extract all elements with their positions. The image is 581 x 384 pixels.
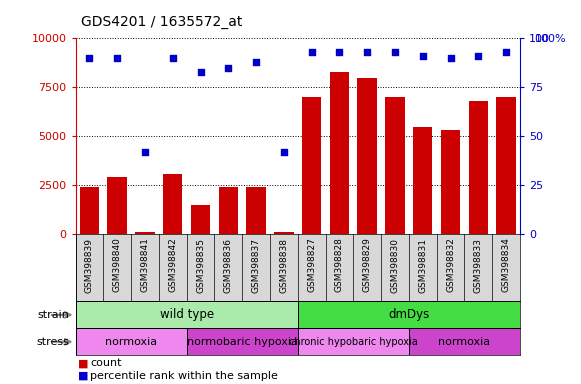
Text: GSM398829: GSM398829 (363, 238, 372, 293)
Text: chronic hypobaric hypoxia: chronic hypobaric hypoxia (289, 337, 418, 347)
Point (446, 55, 455, 61)
Text: percentile rank within the sample: percentile rank within the sample (90, 371, 278, 381)
Text: ■: ■ (78, 371, 89, 381)
Text: GSM398827: GSM398827 (307, 238, 316, 293)
Text: GSM398836: GSM398836 (224, 238, 233, 293)
Bar (218, 187, 238, 234)
Bar (135, 232, 155, 234)
Bar (409, 328, 520, 355)
Bar (191, 205, 210, 234)
Text: ■: ■ (78, 358, 89, 368)
Text: wild type: wild type (160, 308, 214, 321)
Point (168, 55, 177, 61)
Bar (80, 187, 99, 234)
Bar (413, 127, 432, 234)
Bar (298, 301, 520, 328)
Point (196, 69, 205, 75)
Text: GSM398837: GSM398837 (252, 238, 261, 293)
Bar (329, 72, 349, 234)
Text: GSM398842: GSM398842 (168, 238, 177, 292)
Point (363, 49, 372, 55)
Point (224, 65, 233, 71)
Bar (107, 177, 127, 234)
Point (113, 55, 122, 61)
Text: GSM398834: GSM398834 (501, 238, 511, 293)
Text: GSM398835: GSM398835 (196, 238, 205, 293)
Text: normobaric hypoxia: normobaric hypoxia (187, 337, 297, 347)
Point (279, 149, 289, 155)
Point (141, 149, 150, 155)
Text: normoxia: normoxia (105, 337, 157, 347)
Bar (302, 97, 321, 234)
Text: GSM398840: GSM398840 (113, 238, 121, 293)
Bar (469, 101, 488, 234)
Bar (163, 174, 182, 234)
Text: GDS4201 / 1635572_at: GDS4201 / 1635572_at (81, 15, 243, 29)
Bar (76, 301, 298, 328)
Bar (441, 131, 460, 234)
Point (307, 49, 316, 55)
Bar (274, 232, 293, 234)
Point (418, 53, 428, 59)
Bar (496, 97, 516, 234)
Bar (187, 328, 298, 355)
Text: GSM398833: GSM398833 (474, 238, 483, 293)
Point (335, 49, 344, 55)
Text: GSM398830: GSM398830 (390, 238, 400, 293)
Text: GSM398841: GSM398841 (141, 238, 149, 293)
Text: dmDys: dmDys (388, 308, 429, 321)
Bar (298, 328, 409, 355)
Point (474, 53, 483, 59)
Text: GSM398831: GSM398831 (418, 238, 427, 293)
Point (390, 49, 400, 55)
Point (501, 49, 511, 55)
Bar (76, 328, 187, 355)
Y-axis label: 100%: 100% (535, 35, 567, 45)
Text: GSM398838: GSM398838 (279, 238, 288, 293)
Text: GSM398839: GSM398839 (85, 238, 94, 293)
Text: normoxia: normoxia (439, 337, 490, 347)
Text: count: count (90, 358, 121, 368)
Point (85, 55, 94, 61)
Text: stress: stress (37, 337, 70, 347)
Text: strain: strain (38, 310, 70, 320)
Bar (357, 78, 377, 234)
Point (252, 59, 261, 65)
Bar (385, 97, 405, 234)
Text: GSM398832: GSM398832 (446, 238, 455, 293)
Text: GSM398828: GSM398828 (335, 238, 344, 293)
Bar (246, 187, 266, 234)
